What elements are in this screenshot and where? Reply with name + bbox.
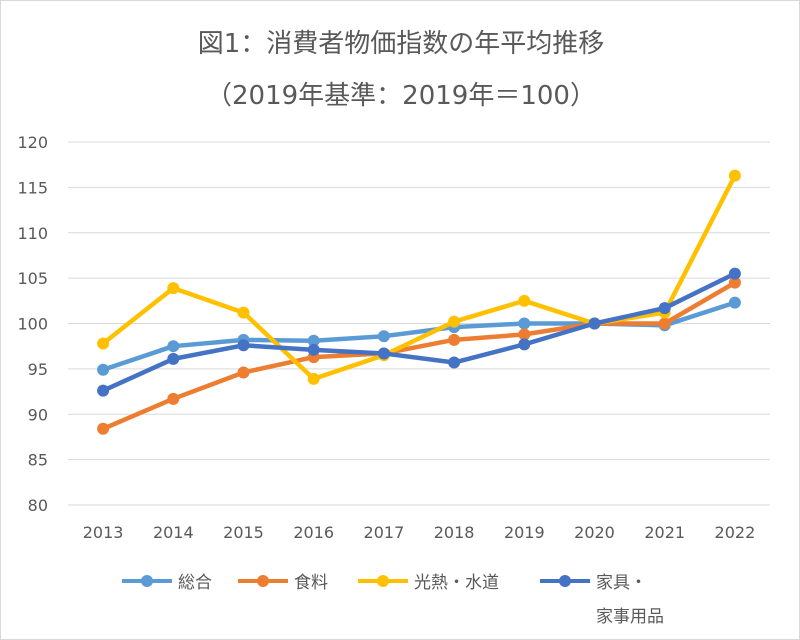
x-tick-label: 2020 <box>574 523 615 542</box>
x-tick-label: 2013 <box>83 523 124 542</box>
data-point <box>448 315 461 328</box>
data-point <box>307 343 320 356</box>
data-point <box>167 340 180 353</box>
x-tick-label: 2019 <box>504 523 545 542</box>
data-point <box>377 330 390 343</box>
data-point <box>728 296 741 309</box>
x-tick-label: 2017 <box>364 523 405 542</box>
legend-item-shokuryou: 食料 <box>238 568 328 593</box>
legend-item-kounetsu-suidou: 光熱・水道 <box>358 568 499 593</box>
data-point <box>518 317 531 330</box>
legend-symbol <box>122 574 172 588</box>
legend-label: 食料 <box>294 573 328 593</box>
legend-symbol <box>540 574 590 588</box>
data-point <box>307 372 320 385</box>
data-point <box>658 302 671 315</box>
data-point <box>518 338 531 351</box>
x-tick-label: 2014 <box>153 523 194 542</box>
data-point <box>237 306 250 319</box>
legend-label: 総合 <box>178 573 212 593</box>
data-point <box>377 347 390 360</box>
y-tick-label: 115 <box>17 178 48 197</box>
x-tick-label: 2018 <box>434 523 475 542</box>
data-point <box>237 339 250 352</box>
data-point <box>97 337 110 350</box>
data-point <box>167 282 180 295</box>
x-tick-label: 2016 <box>293 523 334 542</box>
data-point <box>588 317 601 330</box>
y-tick-label: 110 <box>17 224 48 243</box>
series-3 <box>97 267 741 397</box>
data-point <box>307 334 320 347</box>
data-point <box>167 392 180 405</box>
x-tick-label: 2015 <box>223 523 264 542</box>
data-point <box>658 317 671 330</box>
y-tick-label: 85 <box>28 451 48 470</box>
legend-label: 光熱・水道 <box>414 573 499 593</box>
y-tick-label: 105 <box>17 269 48 288</box>
legend-symbol <box>358 574 408 588</box>
data-point <box>728 267 741 280</box>
y-tick-label: 80 <box>28 496 48 515</box>
series-group <box>97 169 741 435</box>
data-point <box>167 352 180 365</box>
y-tick-label: 100 <box>17 315 48 334</box>
series-2 <box>97 169 741 385</box>
x-tick-label: 2021 <box>644 523 685 542</box>
gridlines <box>68 141 770 506</box>
data-point <box>237 366 250 379</box>
y-tick-label: 90 <box>28 405 48 424</box>
x-axis: 2013 2014 2015 2016 2017 2018 2019 2020 2021 2022 <box>83 523 756 542</box>
chart-subtitle: （2019年基準：2019年＝100） <box>206 81 596 111</box>
data-point <box>448 333 461 346</box>
x-tick-label: 2022 <box>715 523 756 542</box>
data-point <box>97 363 110 376</box>
y-tick-label: 120 <box>17 133 48 152</box>
legend-label: 家具・ <box>596 573 647 593</box>
data-point <box>728 276 741 289</box>
y-tick-label: 95 <box>28 360 48 379</box>
legend-item-sougou: 総合 <box>122 568 212 593</box>
y-axis: 80 85 90 95 100 105 110 115 120 <box>17 133 48 515</box>
data-point <box>97 384 110 397</box>
data-point <box>728 169 741 182</box>
data-point <box>518 294 531 307</box>
chart-title: 図1：消費者物価指数の年平均推移 <box>197 29 605 59</box>
data-point <box>448 356 461 369</box>
series-line <box>100 280 738 432</box>
legend-symbol <box>238 574 288 588</box>
series-line <box>100 271 738 393</box>
data-point <box>518 328 531 341</box>
legend-label-continued: 家事用品 <box>596 607 664 627</box>
legend-item-kagu-kajiyouhin: 家具・ <box>540 568 647 593</box>
data-point <box>97 422 110 435</box>
legend: 総合 食料 光熱・水道 家具・ 家事用品 <box>0 560 800 640</box>
